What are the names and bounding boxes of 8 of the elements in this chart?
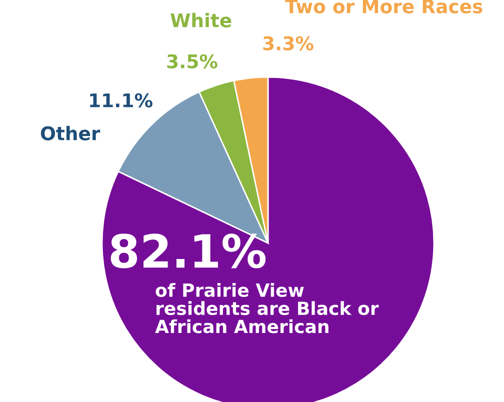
data-label: 11.1% bbox=[90, 93, 152, 108]
slice-label: of Prairie View residents are Black or African American bbox=[155, 283, 379, 334]
data-label: 82.1% bbox=[110, 234, 266, 268]
slice-label: Other bbox=[40, 126, 100, 140]
slice-label: Two or More Races bbox=[285, 0, 482, 14]
data-label: 3.5% bbox=[167, 54, 218, 68]
slice-label: White bbox=[170, 12, 232, 28]
data-label: 3.3% bbox=[263, 36, 314, 50]
